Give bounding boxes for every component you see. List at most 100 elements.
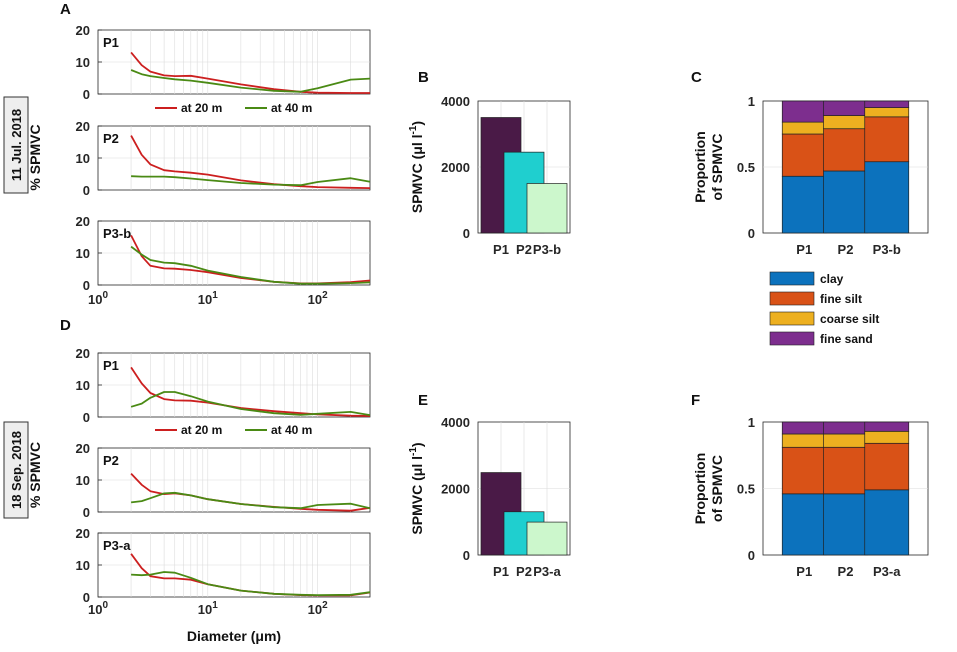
x-tick-label: 100 xyxy=(88,290,108,307)
date-label-bottom-text: 18 Sep. 2018 xyxy=(9,431,24,509)
subplot-p1: 0 10 20 P1 xyxy=(76,23,371,102)
subplot-label: P3-b xyxy=(103,226,131,241)
x-tick-label: 102 xyxy=(308,290,328,307)
chart-f: 0 0.5 1 P1 P2 P3-a Proportionof SPMVC xyxy=(692,415,929,579)
date-label-top-text: 11 Jul. 2018 xyxy=(9,109,24,181)
legend-label-fine-sand: fine sand xyxy=(820,332,873,346)
bar-segment-clay xyxy=(864,161,910,234)
y-tick-label: 10 xyxy=(76,558,90,573)
y-tick-label: 0.5 xyxy=(737,482,755,497)
y-tick-label: 10 xyxy=(76,151,90,166)
y-tick-label: 0 xyxy=(463,548,470,563)
legend-swatch-fine-silt xyxy=(769,291,815,306)
y-tick-label: 0 xyxy=(748,548,755,563)
legend-label-coarse-silt: coarse silt xyxy=(820,312,879,326)
chart-b: 0 2000 4000 P1 P2 P3-b SPMVC (μl l-1) xyxy=(408,94,571,257)
subplot-label: P2 xyxy=(103,131,119,146)
series-line-at-40-m xyxy=(130,391,371,416)
legend-label-20m: at 20 m xyxy=(181,101,222,115)
x-tick-label: 101 xyxy=(198,290,218,307)
subplot-p3-a: 0 10 20 P3-a xyxy=(76,526,371,605)
subplot-p3-b: 0 10 20 P3-b xyxy=(76,214,371,293)
legend-label-clay: clay xyxy=(820,272,844,286)
x-tick-label: P1 xyxy=(796,564,812,579)
bar-segment-clay xyxy=(781,493,827,556)
panel-label-e: E xyxy=(418,392,428,409)
y-tick-label: 0 xyxy=(83,183,90,198)
y-tick-label: 4000 xyxy=(441,94,470,109)
bar-segment-clay xyxy=(864,489,910,556)
y-tick-label: 0 xyxy=(463,226,470,241)
subplot-label: P1 xyxy=(103,358,119,373)
y-tick-label: 10 xyxy=(76,378,90,393)
y-axis-title: Proportionof SPMVC xyxy=(692,131,725,203)
panel-label-f: F xyxy=(691,392,700,409)
legend-label-40m: at 40 m xyxy=(271,423,312,437)
chart-c: 0 0.5 1 P1 P2 P3-b Proportionof SPMVC xyxy=(692,94,929,257)
bar-p3-b xyxy=(526,183,568,234)
y-axis-title: % SPMVC xyxy=(27,124,43,190)
y-tick-label: 10 xyxy=(76,246,90,261)
y-tick-label: 0 xyxy=(83,87,90,102)
y-tick-label: 20 xyxy=(76,214,90,229)
bar-segment-fine-sand xyxy=(781,100,827,123)
x-tick-label: P3-a xyxy=(873,564,901,579)
stack-legend: clay fine silt coarse silt fine sand xyxy=(769,271,879,346)
date-label-top: 11 Jul. 2018 xyxy=(3,96,29,194)
bar-segment-coarse-silt xyxy=(781,121,827,135)
subplot-label: P1 xyxy=(103,35,119,50)
bar-segment-clay xyxy=(781,175,827,234)
x-tick-label: P3-a xyxy=(533,564,561,579)
subplot-label: P3-a xyxy=(103,538,131,553)
legend-label-40m: at 40 m xyxy=(271,101,312,115)
y-tick-label: 0 xyxy=(83,590,90,605)
bar-segment-fine-sand xyxy=(823,100,868,116)
line-legend: at 20 m at 40 m xyxy=(155,423,312,437)
y-tick-label: 0 xyxy=(83,410,90,425)
panel-label-c: C xyxy=(691,69,702,86)
series-line-at-40-m xyxy=(131,175,371,187)
bar-segment-coarse-silt xyxy=(823,115,868,130)
x-tick-label: 101 xyxy=(198,600,218,617)
bar-segment-fine-silt xyxy=(823,446,868,495)
x-tick-label: P1 xyxy=(493,242,509,257)
chart-d: 0 10 20 P1 0 10 20 P2 0 10 20 P3-a at 20 m at 40 m 100… xyxy=(27,346,371,644)
y-tick-label: 20 xyxy=(76,346,90,361)
y-tick-label: 20 xyxy=(76,441,90,456)
x-tick-label: 100 xyxy=(88,600,108,617)
chart-e: 0 2000 4000 P1 P2 P3-a SPMVC (μl l-1) xyxy=(408,415,571,579)
y-tick-label: 0 xyxy=(748,226,755,241)
x-axis-title: Diameter (μm) xyxy=(187,628,281,644)
panel-label-a: A xyxy=(60,1,71,18)
legend-label-20m: at 20 m xyxy=(181,423,222,437)
bar-segment-coarse-silt xyxy=(864,430,910,444)
bar-segment-fine-sand xyxy=(823,421,868,435)
legend-swatch-fine-sand xyxy=(769,331,815,346)
bar-segment-fine-silt xyxy=(864,442,910,491)
bar-segment-coarse-silt xyxy=(781,433,827,448)
bar-segment-fine-silt xyxy=(823,128,868,172)
y-tick-label: 1 xyxy=(748,94,755,109)
y-tick-label: 0 xyxy=(83,278,90,293)
y-tick-label: 20 xyxy=(76,119,90,134)
bar-segment-clay xyxy=(823,170,868,234)
bar-p3-a xyxy=(526,521,568,556)
bar-segment-coarse-silt xyxy=(823,433,868,448)
y-axis-title: SPMVC (μl l-1) xyxy=(408,121,425,213)
x-tick-label: P1 xyxy=(493,564,509,579)
series-line-at-40-m xyxy=(131,571,371,596)
series-line-at-20-m xyxy=(130,135,371,189)
y-tick-label: 2000 xyxy=(441,160,470,175)
y-tick-label: 0 xyxy=(83,505,90,520)
subplot-p2: 0 10 20 P2 xyxy=(76,441,371,520)
series-line-at-40-m xyxy=(130,245,371,285)
bar-segment-fine-sand xyxy=(781,421,827,435)
y-tick-label: 0.5 xyxy=(737,160,755,175)
series-line-at-40-m xyxy=(130,69,371,93)
subplot-p1: 0 10 20 P1 xyxy=(76,346,371,425)
bar-segment-fine-silt xyxy=(781,133,827,177)
y-tick-label: 10 xyxy=(76,55,90,70)
y-tick-label: 20 xyxy=(76,526,90,541)
y-tick-label: 20 xyxy=(76,23,90,38)
panel-label-b: B xyxy=(418,69,429,86)
